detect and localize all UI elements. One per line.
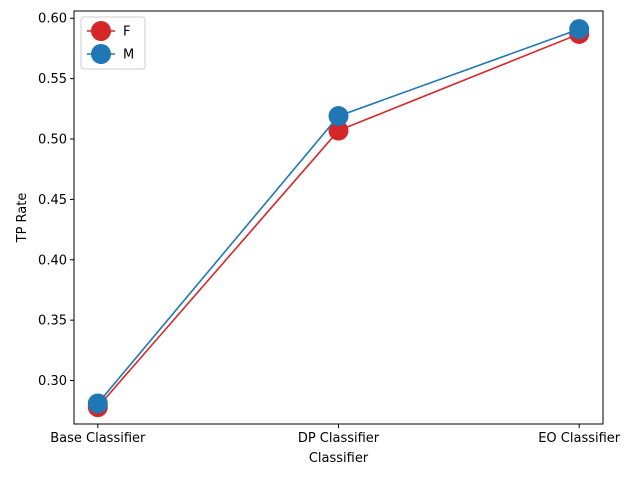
x-axis-label: Classifier <box>309 451 369 466</box>
legend-marker <box>91 44 111 64</box>
y-tick-label: 0.45 <box>38 193 67 208</box>
x-tick-label: EO Classifier <box>538 431 621 446</box>
legend-label: M <box>123 48 134 63</box>
series-line <box>97 28 580 404</box>
data-point <box>569 19 590 40</box>
y-tick-label: 0.55 <box>38 72 67 87</box>
legend-item: F <box>87 21 130 41</box>
series-M <box>87 19 590 414</box>
y-tick-label: 0.60 <box>38 12 67 27</box>
y-axis: 0.30 0.35 0.40 0.45 0.50 0.55 0.60 <box>38 12 74 389</box>
data-point <box>328 120 349 141</box>
legend-box <box>80 16 146 70</box>
legend-item: M <box>87 44 134 64</box>
y-axis-label: TP Rate <box>15 193 30 244</box>
x-tick-label: DP Classifier <box>298 431 380 446</box>
legend-label: F <box>123 25 130 40</box>
series-F <box>87 23 590 418</box>
series-layer <box>87 19 590 418</box>
y-tick-label: 0.50 <box>38 133 67 148</box>
data-point <box>87 393 108 414</box>
y-tick-label: 0.40 <box>38 253 67 268</box>
data-point <box>328 106 349 127</box>
legend: FM <box>80 16 146 70</box>
y-tick-label: 0.30 <box>38 374 67 389</box>
legend-marker <box>91 21 111 41</box>
axes-frame <box>73 10 604 425</box>
y-tick-label: 0.35 <box>38 314 67 329</box>
x-axis: Base Classifier DP Classifier EO Classifie… <box>50 424 621 446</box>
x-tick-label: Base Classifier <box>50 431 146 446</box>
series-line <box>97 33 580 408</box>
